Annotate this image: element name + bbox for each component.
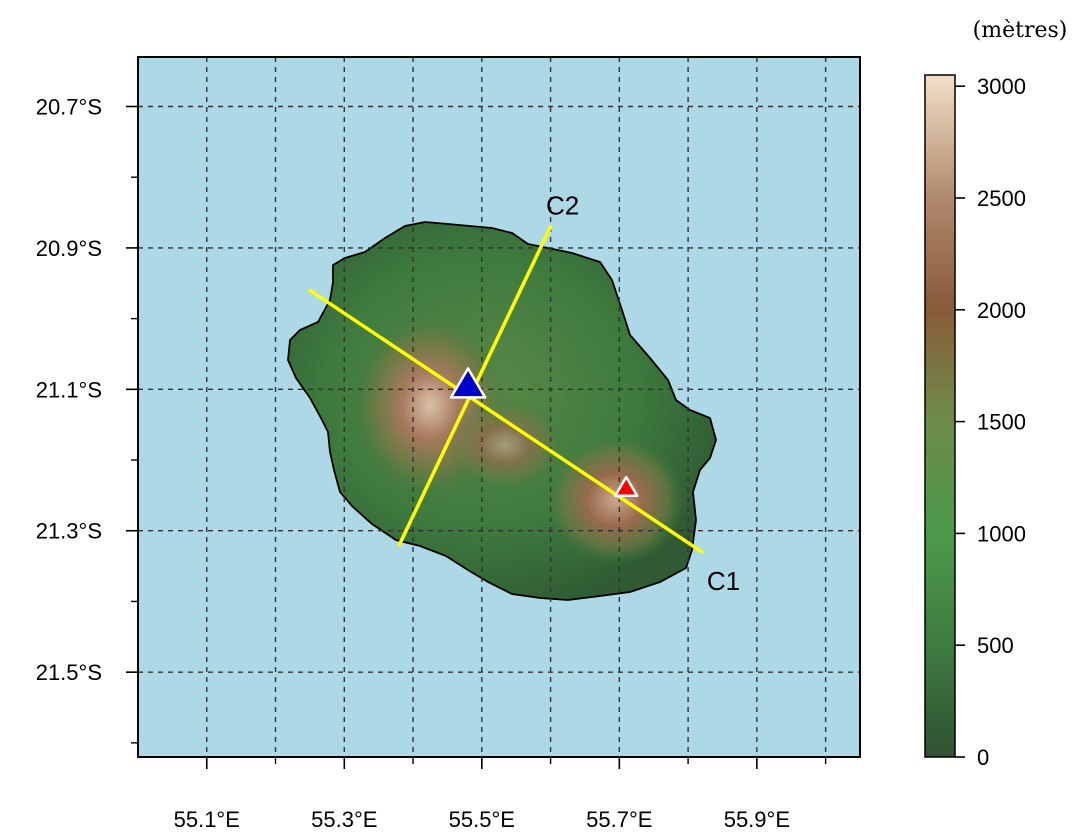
volcano-highlands-east (545, 435, 685, 565)
piton-des-neiges-marker (449, 367, 487, 399)
volcano-markers (449, 367, 639, 498)
colorbar-tick-label: 2000 (977, 298, 1026, 323)
axis-labels: 55.1°E 55.3°E 55.5°E 55.7°E 55.9°E 20.7°S 20.9… (36, 94, 790, 832)
colorbar-unit-label: (mètres) (973, 18, 1068, 43)
lat-tick-label: 20.7°S (36, 94, 102, 119)
colorbar-gradient (924, 74, 956, 758)
colorbar-ticks: 0 500 1000 1500 2000 2500 3000 (955, 74, 1026, 770)
lon-tick-label: 55.1°E (174, 807, 240, 832)
colorbar-tick-label: 0 (977, 745, 989, 770)
colorbar-tick-label: 500 (977, 633, 1014, 658)
lat-tick-label: 21.5°S (36, 660, 102, 685)
axis-ticks (126, 105, 827, 769)
profile-label-c1: C1 (707, 566, 740, 596)
colorbar-tick-label: 2500 (977, 186, 1026, 211)
lat-tick-label: 21.3°S (36, 519, 102, 544)
central-ridge (445, 400, 565, 490)
lat-tick-label: 20.9°S (36, 236, 102, 261)
lon-tick-label: 55.9°E (724, 807, 790, 832)
plot-frame (137, 56, 861, 758)
lon-tick-label: 55.3°E (311, 807, 377, 832)
lon-tick-label: 55.7°E (586, 807, 652, 832)
lon-tick-label: 55.5°E (449, 807, 515, 832)
profile-label-c2: C2 (546, 191, 579, 221)
elevation-colorbar: (mètres) 0 500 1000 1500 2000 2500 3000 (924, 18, 1068, 770)
colorbar-tick-label: 3000 (977, 74, 1026, 99)
colorbar-tick-label: 1000 (977, 521, 1026, 546)
graticule-grid (138, 57, 860, 757)
piton-de-la-fournaise-marker (613, 475, 639, 498)
island-reunion (287, 221, 717, 601)
profile-line-c1 (308, 288, 704, 554)
lat-tick-label: 21.1°S (36, 377, 102, 402)
colorbar-tick-label: 1500 (977, 410, 1026, 435)
